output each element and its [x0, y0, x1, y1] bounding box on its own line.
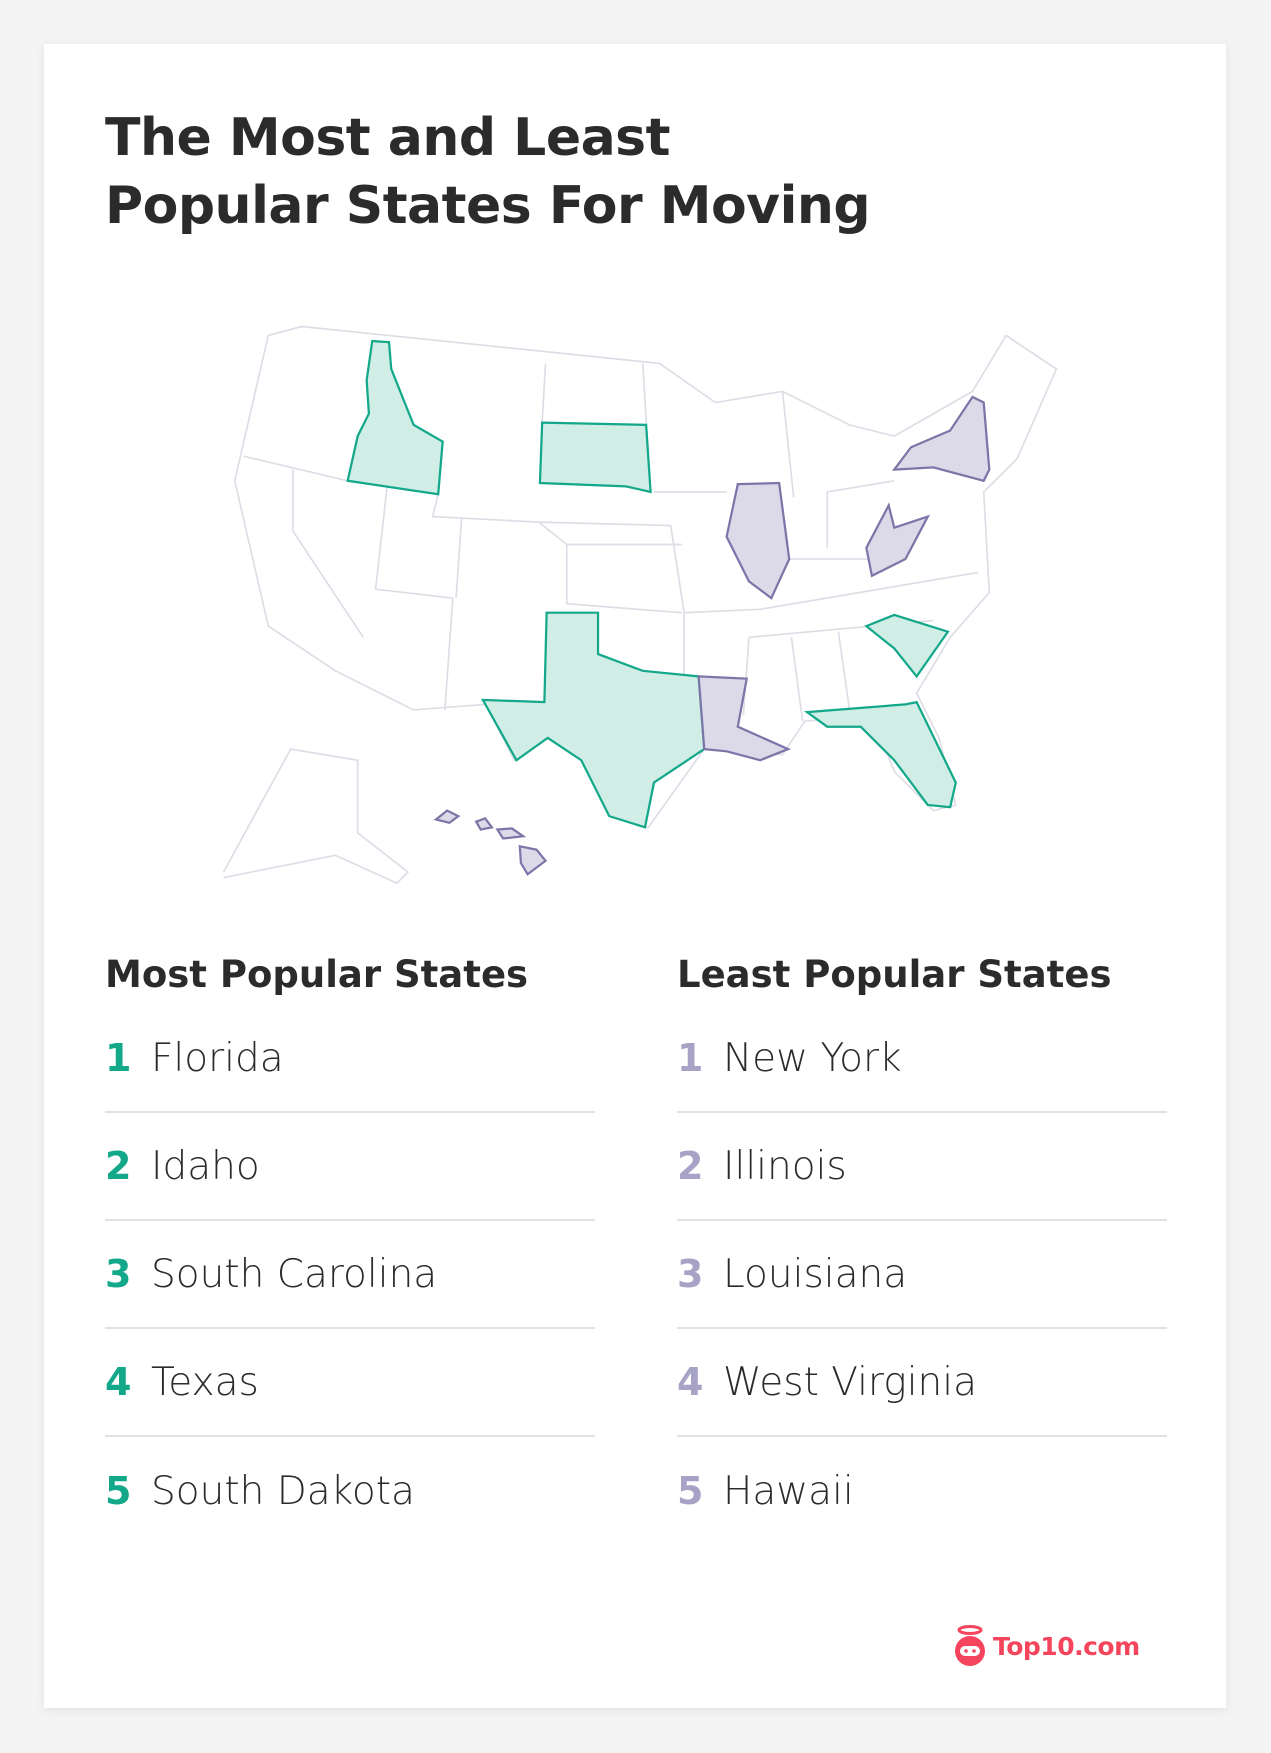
state-florida: [803, 700, 957, 809]
state-south-carolina: [864, 613, 950, 679]
title-line-2: Popular States For Moving: [105, 176, 871, 236]
state-new-york: [891, 395, 991, 483]
list-item: 4 Texas: [105, 1329, 595, 1437]
state-name: Idaho: [151, 1143, 260, 1189]
rank: 4: [105, 1360, 132, 1404]
list-item: 4 West Virginia: [677, 1329, 1167, 1437]
state-name: South Carolina: [151, 1251, 438, 1297]
list-item: 2 Idaho: [105, 1113, 595, 1221]
infographic-card: The Most and Least Popular States For Mo…: [44, 44, 1226, 1708]
list-item: 5 Hawaii: [677, 1437, 1167, 1545]
state-name: Louisiana: [723, 1251, 908, 1297]
rank: 2: [677, 1144, 704, 1188]
state-idaho: [346, 339, 444, 496]
least-popular-list: Least Popular States 1 New York 2 Illinois…: [677, 945, 1167, 1545]
rank: 5: [677, 1469, 704, 1513]
robot-halo-icon: [955, 1625, 985, 1666]
most-popular-list: Most Popular States 1 Florida 2 Idaho 3 Sou…: [105, 945, 595, 1545]
rank: 4: [677, 1360, 704, 1404]
most-popular-heading: Most Popular States: [105, 953, 529, 996]
alaska-outline: [222, 748, 410, 885]
list-item: 3 South Carolina: [105, 1221, 595, 1329]
list-item: 1 Florida: [105, 1005, 595, 1113]
state-name: New York: [723, 1035, 902, 1081]
state-hawaii: [433, 809, 548, 876]
list-item: 5 South Dakota: [105, 1437, 595, 1545]
rank: 1: [677, 1036, 704, 1080]
rank: 1: [105, 1036, 132, 1080]
state-louisiana: [697, 675, 791, 762]
least-popular-states: [433, 395, 991, 876]
state-name: South Dakota: [151, 1468, 415, 1514]
most-popular-states: [346, 339, 957, 829]
top10-logo: Top10.com: [953, 1625, 1140, 1667]
list-item: 2 Illinois: [677, 1113, 1167, 1221]
rank: 2: [105, 1144, 132, 1188]
state-south-dakota: [538, 421, 652, 494]
state-name: Hawaii: [723, 1468, 854, 1514]
state-name: West Virginia: [723, 1359, 977, 1405]
list-item: 1 New York: [677, 1005, 1167, 1113]
state-texas: [480, 611, 706, 829]
title-line-1: The Most and Least: [105, 108, 670, 168]
least-popular-heading: Least Popular States: [677, 953, 1112, 996]
state-west-virginia: [865, 502, 931, 578]
state-name: Florida: [151, 1035, 284, 1081]
state-name: Texas: [151, 1359, 259, 1405]
rank: 3: [677, 1252, 704, 1296]
page-title: The Most and Least Popular States For Mo…: [105, 104, 871, 240]
rank: 5: [105, 1469, 132, 1513]
list-item: 3 Louisiana: [677, 1221, 1167, 1329]
state-name: Illinois: [723, 1143, 847, 1189]
rank: 3: [105, 1252, 132, 1296]
state-illinois: [725, 481, 791, 600]
logo-text: Top10.com: [993, 1631, 1140, 1661]
